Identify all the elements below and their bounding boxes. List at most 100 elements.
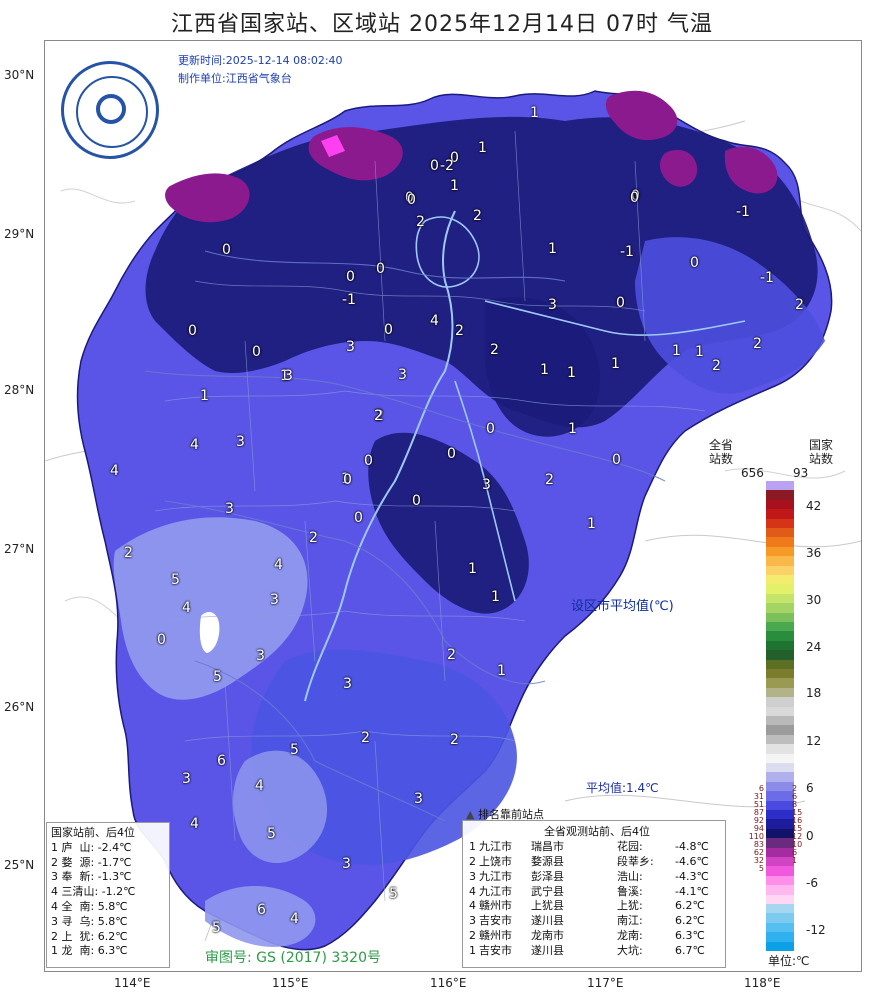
color-bar-segment <box>766 922 794 933</box>
left-table-rows: 1 庐 山: -2.4℃ 2 婺 源: -1.7℃ 3 奉 新: -1.3℃ 4 三清… <box>51 841 169 959</box>
station-value: 0 <box>631 188 640 204</box>
province-count: 51 <box>753 800 764 809</box>
color-bar-segment <box>766 499 794 510</box>
station-value: 0 <box>354 510 363 526</box>
temperature-map[interactable] <box>45 41 861 971</box>
temperature: -2.4℃ <box>97 840 132 854</box>
station-value: 3 <box>343 676 352 692</box>
station-value: -1 <box>620 244 634 260</box>
county: 瑞昌市 <box>531 839 564 853</box>
station-value: 0 <box>157 632 166 648</box>
temperature: 5.8℃ <box>97 899 128 913</box>
county: 龙南市 <box>531 929 564 943</box>
cold-zone-central <box>368 432 529 614</box>
producer: 制作单位:江西省气象台 <box>178 72 292 85</box>
city: 九江市 <box>479 869 512 883</box>
station: 上犹: <box>617 899 643 913</box>
station: 鲁溪: <box>617 884 643 898</box>
county: 上犹县 <box>531 899 564 913</box>
station-value: 3 <box>256 648 265 664</box>
color-bar-segment <box>766 744 794 755</box>
cold-zone-east <box>485 297 600 437</box>
very-cold-zone-wuning <box>165 173 250 223</box>
map-approval-number: 审图号: GS (2017) 3320号 <box>205 950 381 966</box>
lat-tick: 26°N <box>4 700 35 714</box>
logo-inner-ring <box>76 76 148 148</box>
cold-zone-north <box>145 116 818 428</box>
station-value: 6 <box>217 753 226 769</box>
city: 赣州市 <box>479 929 512 943</box>
station-value: 2 <box>361 730 370 746</box>
left-table-row: 4 全 南: 5.8℃ <box>51 900 169 915</box>
right-table-title: 全省观测站前、后4位 <box>544 825 650 838</box>
city: 九江市 <box>479 839 512 853</box>
lon-tick: 117°E <box>587 976 624 990</box>
lon-tick: 116°E <box>430 976 467 990</box>
temperature: -4.8℃ <box>675 839 709 853</box>
color-bar-segment <box>766 866 794 877</box>
station-value: 0 <box>450 150 459 166</box>
map-frame[interactable] <box>44 40 862 972</box>
color-bar-segment <box>766 575 794 585</box>
station-value: 3 <box>414 791 423 807</box>
station-value: 2 <box>490 342 499 358</box>
station-value: 0 <box>407 192 416 208</box>
color-bar-label: 24 <box>806 640 822 654</box>
station-value: 1 <box>540 362 549 378</box>
temperature: 6.7℃ <box>675 944 705 958</box>
left-table-title: 国家站前、后4位 <box>51 826 135 839</box>
city: 上饶市 <box>479 854 512 868</box>
station-value: 3 <box>346 339 355 355</box>
map-title: 江西省国家站、区域站 2025年12月14日 07时 气温 <box>171 12 713 37</box>
station-value: 3 <box>342 856 351 872</box>
station-value: 0 <box>690 255 699 271</box>
station-value: 4 <box>290 911 299 927</box>
very-cold-zone-northeast <box>724 146 778 194</box>
temperature: 5.8℃ <box>97 914 128 928</box>
color-bar-segment <box>766 687 794 698</box>
station-value: 2 <box>416 214 425 230</box>
color-bar <box>766 481 794 952</box>
warmest-spot <box>199 611 220 653</box>
meteorology-logo <box>61 61 159 159</box>
color-bar-segment <box>766 631 794 642</box>
station-value: 3 <box>284 368 293 384</box>
lat-tick: 25°N <box>4 858 35 872</box>
station-value: 1 <box>341 471 350 487</box>
rank: 4 <box>51 899 62 913</box>
station-name: 奉 新: <box>61 870 98 884</box>
station-value: 4 <box>274 557 283 573</box>
station-value: 2 <box>473 208 482 224</box>
color-bar-segment <box>766 941 794 952</box>
temperature: -4.1℃ <box>675 884 709 898</box>
station-name: 婺 源: <box>61 855 98 869</box>
very-cold-zone-lushan-peak <box>321 135 345 157</box>
color-bar-segment <box>766 612 794 623</box>
fu-river <box>454 380 516 602</box>
overall-average: 平均值:1.4℃ <box>586 781 659 795</box>
station-value: 2 <box>712 358 721 374</box>
color-bar-segment <box>766 603 794 614</box>
station-value: 0 <box>412 493 421 509</box>
color-bar-segment <box>766 716 794 726</box>
rank-note: ▲ 排名靠前站点 <box>466 806 544 822</box>
station-value: 2 <box>450 732 459 748</box>
station-value: 2 <box>447 647 456 663</box>
station-value: 0 <box>343 472 352 488</box>
station-name: 三清山: <box>61 885 102 899</box>
station-value: 5 <box>389 886 398 902</box>
color-bar-segment <box>766 622 794 632</box>
lat-tick: 27°N <box>4 542 35 556</box>
temperature: -1.7℃ <box>97 855 132 869</box>
province-count: 110 <box>748 832 764 841</box>
station-value: 4 <box>110 463 119 479</box>
station-value: 4 <box>182 600 191 616</box>
very-cold-zone-northeast-2 <box>659 149 698 187</box>
color-bar-segment <box>766 734 794 745</box>
station-name: 龙 南: <box>61 944 98 958</box>
color-bar-segment <box>766 847 794 858</box>
color-bar-segment <box>766 593 794 604</box>
station-value: 3 <box>482 477 491 493</box>
station-value: 0 <box>405 190 414 206</box>
poyang-lake <box>415 216 480 288</box>
